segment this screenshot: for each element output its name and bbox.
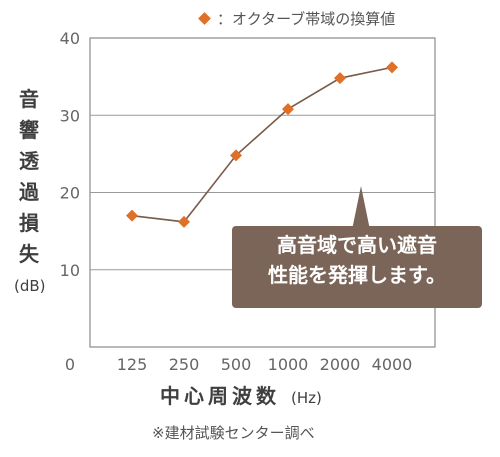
diamond-icon — [198, 12, 211, 25]
x-axis-title: 中心周波数 — [160, 384, 280, 408]
legend-label: ：オクターブ帯域の換算値 — [217, 10, 396, 28]
x-tick-label: 2000 — [320, 355, 361, 374]
y-axis-label: 音響透過損失 (dB) — [14, 84, 46, 298]
y-axis-unit: (dB) — [14, 277, 46, 295]
x-tick-label: 4000 — [372, 355, 413, 374]
callout-pointer — [352, 186, 370, 230]
data-point-marker — [178, 215, 190, 228]
callout-line-2: 性能を発揮します。 — [268, 263, 446, 287]
callout-background — [232, 226, 482, 308]
x-axis-label: 中心周波数 (Hz) — [160, 380, 322, 409]
x-tick-label: 1000 — [268, 355, 309, 374]
y-axis-title-char: 響 — [19, 118, 39, 142]
callout-box — [232, 186, 482, 308]
y-tick-label: 20 — [60, 184, 80, 203]
y-tick-label: 0 — [65, 355, 75, 374]
source-note: ※建材試験センター調べ — [152, 424, 315, 442]
callout-text: 高音域で高い遮音 性能を発揮します。 — [232, 230, 482, 290]
data-point-marker — [126, 209, 138, 222]
y-axis-title-char: 損 — [19, 211, 39, 235]
y-axis-title: 音響透過損失 — [14, 84, 44, 270]
legend: ：オクターブ帯域の換算値 — [198, 8, 396, 29]
y-tick-label: 30 — [60, 106, 80, 125]
y-tick-labels: 0 10 20 30 40 — [60, 29, 80, 374]
data-point-marker — [230, 149, 242, 162]
x-tick-labels: 125 250 500 1000 2000 4000 — [117, 355, 413, 374]
x-tick-label: 125 — [117, 355, 148, 374]
x-tick-label: 250 — [169, 355, 200, 374]
callout-line-1: 高音域で高い遮音 — [277, 233, 437, 257]
y-tick-label: 40 — [60, 29, 80, 48]
y-tick-label: 10 — [60, 261, 80, 280]
y-axis-title-char: 音 — [19, 87, 39, 111]
y-axis-title-char: 失 — [19, 242, 39, 266]
y-axis-title-char: 過 — [19, 180, 39, 204]
data-point-marker — [282, 103, 294, 116]
data-point-marker — [334, 72, 346, 85]
series-layer — [126, 61, 398, 228]
x-axis-unit: (Hz) — [290, 389, 322, 407]
x-tick-label: 500 — [221, 355, 252, 374]
series-line — [131, 66, 393, 223]
data-point-marker — [386, 61, 398, 74]
y-axis-title-char: 透 — [19, 149, 39, 173]
